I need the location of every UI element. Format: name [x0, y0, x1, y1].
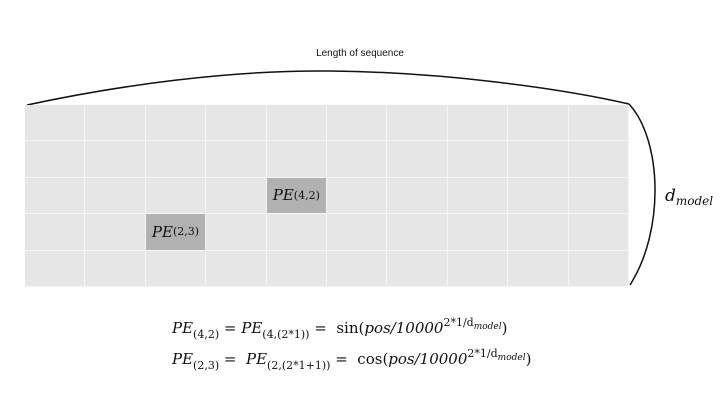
sequence-length-label: Length of sequence [316, 48, 404, 59]
grid-cell [206, 250, 267, 287]
grid-cell [85, 141, 146, 178]
grid-cell [568, 177, 629, 215]
grid-cell [266, 141, 327, 178]
highlight-cell-pe-2-3: PE (2,3) [145, 214, 207, 251]
grid-cell [387, 214, 448, 251]
embedding-grid: PE (4,2) PE (2,3) [25, 105, 629, 287]
grid-cell [145, 141, 207, 178]
grid-cell [206, 141, 267, 178]
equation-cos: PE(2,3) = PE(2,(2*1+1)) = cos(pos/100002… [172, 347, 532, 372]
eq2-mid-sub: (2,(2*1+1)) [267, 359, 331, 372]
grid-cell [206, 177, 267, 215]
grid-cell [447, 250, 509, 287]
grid-cell [145, 105, 207, 142]
grid-cell [568, 141, 629, 178]
grid-cell [85, 250, 146, 287]
eq1-arg: pos/10000 [364, 319, 444, 337]
grid-cell [447, 214, 509, 251]
grid-cell [447, 105, 509, 142]
d-model-label: dmodel [665, 186, 713, 208]
eq1-exp-sub: model [473, 322, 502, 332]
grid-cell [85, 105, 146, 142]
eq1-func: sin [336, 319, 359, 337]
grid-cell [206, 105, 267, 142]
eq2-arg: pos/10000 [388, 350, 468, 368]
eq1-close: ) [501, 319, 508, 337]
grid-cell [85, 177, 146, 215]
grid-cell [508, 105, 569, 142]
grid-cell [25, 141, 86, 178]
grid-cell [85, 214, 146, 251]
eq2-exp: 2*1/d [467, 347, 498, 360]
grid-cell [327, 250, 388, 287]
grid-cell [25, 177, 86, 215]
equation-sin: PE(4,2) = PE(4,(2*1)) = sin(pos/100002*1… [172, 316, 508, 341]
grid-cell [568, 250, 629, 287]
eq2-lhs-pe: PE [172, 350, 194, 368]
grid-cell [387, 177, 448, 215]
eq1-lhs-pe: PE [172, 319, 194, 337]
highlight-pe-4-2-sub: (4,2) [293, 188, 320, 202]
d-model-sub: model [675, 194, 714, 208]
grid-cell [387, 141, 448, 178]
eq2-func: cos [357, 350, 383, 368]
grid-cell [508, 214, 569, 251]
grid-cell [508, 250, 569, 287]
grid-cell [387, 105, 448, 142]
grid-cell [568, 105, 629, 142]
eq1-mid-sub: (4,(2*1)) [262, 328, 310, 341]
grid-cell [145, 250, 207, 287]
grid-cell [266, 105, 327, 142]
grid-cell [206, 214, 267, 251]
grid-cell [25, 250, 86, 287]
grid-cell [145, 177, 207, 215]
grid-cell [568, 214, 629, 251]
eq1-lhs-sub: (4,2) [193, 328, 220, 341]
grid-cell [447, 141, 509, 178]
sequence-length-brace [26, 70, 630, 106]
grid-cell [447, 177, 509, 215]
eq2-exp-sub: model [497, 353, 526, 363]
d-model-base: d [665, 186, 676, 206]
grid-cell [266, 250, 327, 287]
eq1-mid-pe: PE [241, 319, 263, 337]
grid-cell [508, 177, 569, 215]
eq2-lhs-sub: (2,3) [193, 359, 220, 372]
highlight-pe-4-2-base: PE [272, 186, 294, 205]
eq2-close: ) [525, 350, 532, 368]
eq1-exp: 2*1/d [443, 316, 474, 329]
grid-cell [327, 214, 388, 251]
eq2-mid-pe: PE [246, 350, 268, 368]
highlight-pe-2-3-base: PE [151, 222, 173, 241]
highlight-cell-pe-4-2: PE (4,2) [266, 177, 327, 215]
grid-cell [508, 141, 569, 178]
grid-cell [327, 141, 388, 178]
grid-cell [387, 250, 448, 287]
grid-cell [266, 214, 327, 251]
grid-cell [327, 105, 388, 142]
highlight-pe-2-3-sub: (2,3) [172, 225, 200, 239]
d-model-brace [628, 103, 656, 286]
grid-cell [327, 177, 388, 215]
grid-cell [25, 105, 86, 142]
grid-cell [25, 214, 86, 251]
